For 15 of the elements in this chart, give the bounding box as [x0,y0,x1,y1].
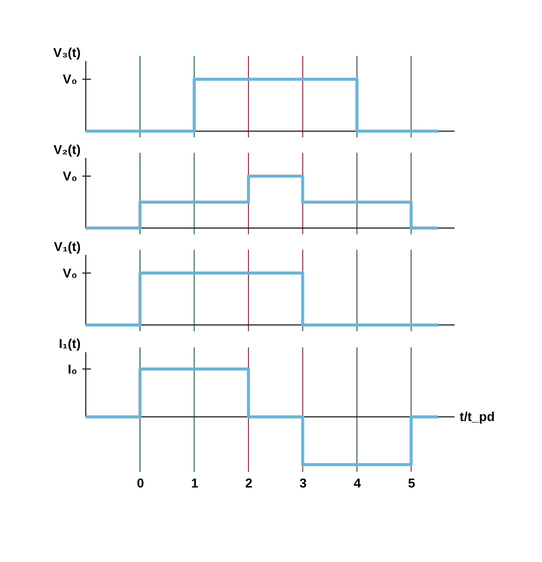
text: V₀ [62,168,78,184]
y-axis-title: V₁(t) [54,238,81,254]
x-tick-label: 1 [191,476,198,491]
y-axis-title: I₁(t) [58,336,81,352]
x-tick-label: 0 [136,476,144,491]
y-axis-title: V₂(t) [53,142,81,157]
text: V₀ [62,72,78,87]
x-tick-label: 2 [245,476,252,491]
text: I₀ [68,361,78,376]
text: V₀ [62,265,78,280]
x-tick-label: 5 [408,476,416,491]
y-axis-title: V₃(t) [53,44,81,60]
x-axis-title: t/t_pd [460,409,495,424]
x-tick-label: 3 [300,476,307,491]
x-tick-label: 4 [354,476,362,491]
